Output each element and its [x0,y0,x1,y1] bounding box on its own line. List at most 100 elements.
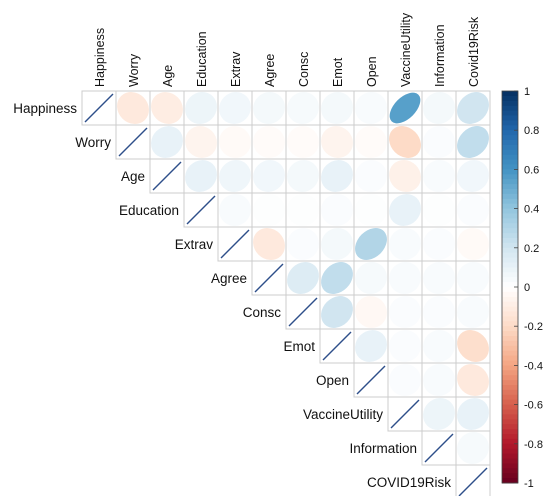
ellipse-worry-agree [253,126,285,158]
ellipse-worry-age [151,126,183,158]
row-label-happiness: Happiness [13,101,77,116]
colorbar-segment [502,135,518,141]
colorbar-segment [502,213,518,219]
diagonal-mark [84,93,114,123]
ellipse-happiness-emot [321,92,353,124]
ellipse-happiness-agree [253,92,285,124]
colorbar-segment [502,429,518,435]
colorbar-segment [502,409,518,415]
colorbar-tick-label: 1 [524,86,530,98]
ellipse-extrav-information [423,228,455,260]
diagonal-mark [254,263,284,293]
colorbar-segment [502,125,518,131]
colorbar-segment [502,394,518,401]
ellipse-worry-information [423,126,455,158]
colorbar-segment [502,316,518,322]
colorbar-segment [502,306,518,312]
ellipse-happiness-worry [117,92,149,124]
ellipse-education-open [355,194,387,226]
ellipse-happiness-open [355,92,387,124]
ellipse-education-information [423,194,455,226]
ellipse-education-agree [253,194,285,226]
ellipse-extrav-open [355,228,387,260]
colorbar-segment [502,453,518,459]
colorbar-segment [502,414,518,420]
colorbar-segment [502,91,518,97]
ellipse-extrav-emot [321,228,353,260]
diagonal-mark [152,161,182,191]
colorbar-segment [502,345,518,352]
colorbar-tick-label: 0 [524,282,530,294]
colorbar-segment [502,282,518,288]
colorbar-segment [502,399,518,406]
ellipse-agree-vaccineutility [389,262,421,294]
colorbar-tick-label: 0.2 [524,243,539,255]
ellipse-worry-covid19risk [457,126,489,158]
ellipse-education-vaccineutility [389,194,421,226]
colorbar-segment [502,184,518,190]
colorbar-segment [502,198,518,205]
ellipse-age-consc [287,160,319,192]
row-label-vaccineutility: VaccineUtility [303,407,383,422]
diagonal-mark [118,127,148,157]
colorbar-segment [502,287,518,293]
ellipse-emot-open [355,330,387,362]
colorbar-segment [502,228,518,234]
diagonal-mark [288,297,318,327]
colorbar-segment [502,130,518,136]
ellipse-worry-emot [321,126,353,158]
colorbar-segment [502,336,518,342]
ellipse-extrav-agree [253,228,285,260]
column-label-extrav: Extrav [229,51,243,87]
colorbar-segment [502,404,518,410]
ellipse-age-agree [253,160,285,192]
colorbar-segment [502,385,518,391]
diagonal-mark [424,433,454,463]
colorbar-segment [502,115,518,121]
ellipse-education-covid19risk [457,194,489,226]
ellipse-extrav-vaccineutility [389,228,421,260]
ellipse-agree-information [423,262,455,294]
colorbar-segment [502,424,518,430]
ellipse-agree-emot [321,262,353,294]
column-labels: Happiness Worry Age Education Extrav Agree Con… [93,12,481,87]
column-label-agree: Agree [263,54,277,87]
colorbar-segment [502,110,518,116]
colorbar-segment [502,105,518,112]
row-label-consc: Consc [243,305,282,320]
ellipse-age-information [423,160,455,192]
ellipse-age-emot [321,160,353,192]
colorbar-segment [502,296,518,303]
column-label-age: Age [161,65,175,87]
colorbar-tick-label: -0.8 [524,439,543,451]
colorbar-segment [502,389,518,396]
colorbar-segment [502,311,518,317]
colorbar-segment [502,419,518,425]
ellipse-extrav-covid19risk [457,228,489,260]
ellipse-consc-open [355,296,387,328]
colorbar-segment [502,189,518,195]
colorbar-segment [502,370,518,376]
ellipse-extrav-consc [287,228,319,260]
colorbar-tick-label: -0.4 [524,360,543,372]
colorbar: 1 0.8 0.6 0.4 0.2 0 -0.2 -0.4 -0.6 -0.8 -1 [501,86,543,490]
colorbar-tick-label: -0.2 [524,321,543,333]
diagonal-mark [322,331,352,361]
colorbar-segment [502,272,518,278]
ellipse-education-consc [287,194,319,226]
column-label-education: Education [195,31,209,87]
ellipse-happiness-information [423,92,455,124]
colorbar-segment [502,144,518,151]
ellipse-vaccineutility-information [423,398,455,430]
colorbar-tick-label: 0.8 [524,125,539,137]
ellipse-worry-open [355,126,387,158]
ellipse-age-covid19risk [457,160,489,192]
colorbar-segment [502,149,518,156]
ellipse-age-education [185,160,217,192]
colorbar-segment [502,380,518,386]
ellipse-age-extrav [219,160,251,192]
colorbar-segment [502,193,518,200]
colorbar-tick-label: 0.4 [524,204,539,216]
ellipse-worry-education [185,126,217,158]
column-label-worry: Worry [127,53,141,87]
